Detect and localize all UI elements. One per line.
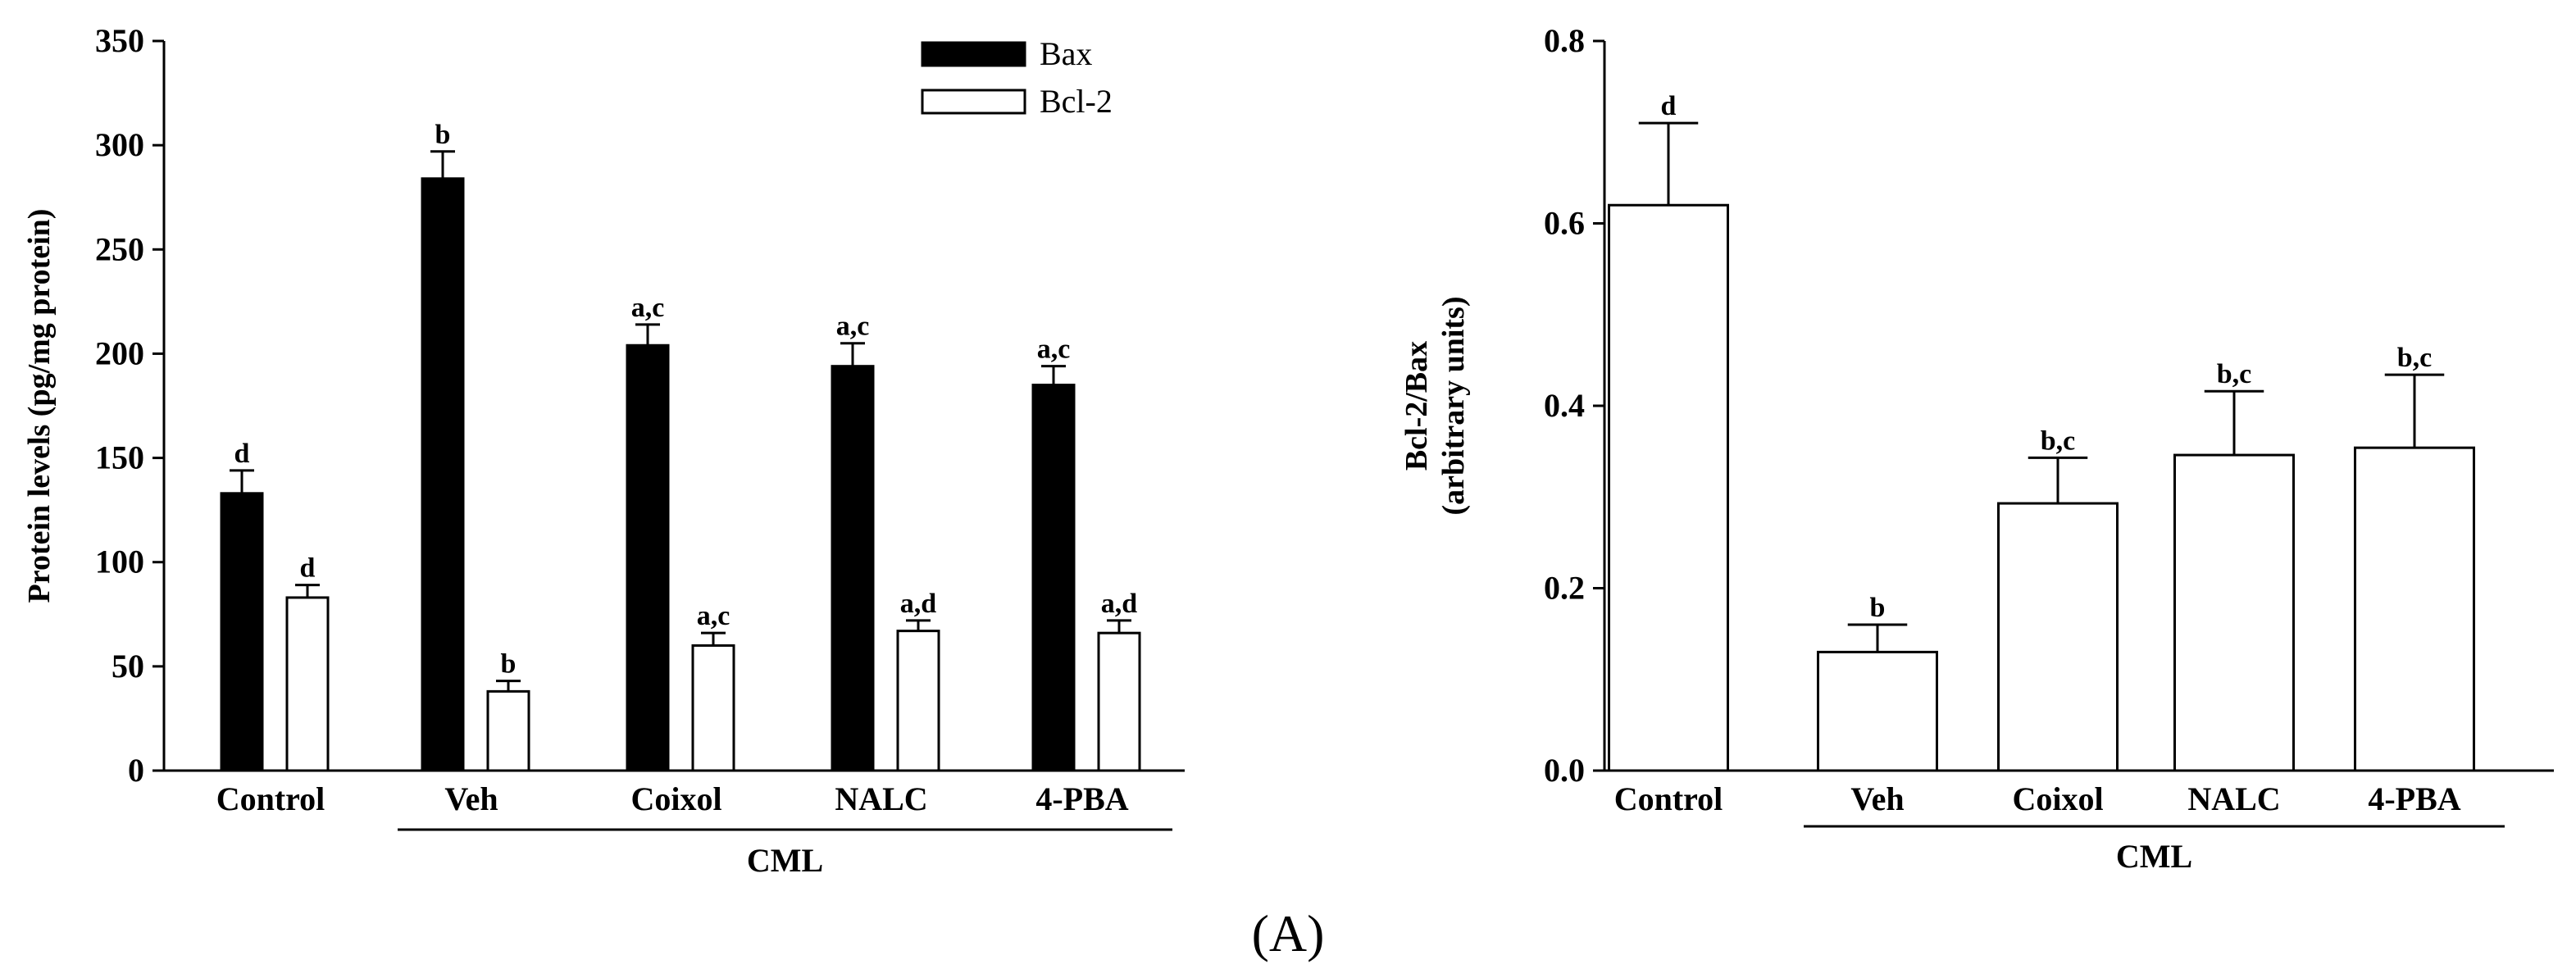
bar-bax [831, 365, 875, 772]
significance-label: a,c [697, 601, 730, 631]
bar-bcl-2 [486, 689, 530, 772]
bcl2-bax-ratio-chart: 0.0 0.2 0.4 0.6 0.8 d b b,c b,c b,c Control Veh Coix… [1400, 22, 2554, 875]
bar-bcl-2 [1097, 631, 1141, 772]
category-label: 4-PBA [2368, 780, 2460, 817]
y-tick-label: 150 [95, 439, 144, 476]
y-tick-label: 250 [95, 230, 144, 267]
legend-label: Bcl-2 [1040, 83, 1113, 120]
category-label: NALC [835, 780, 927, 817]
y-tick-label: 200 [95, 334, 144, 371]
bar-bcl-2-bax [1817, 650, 1938, 772]
significance-label: b,c [2397, 343, 2433, 373]
significance-label: b,c [2217, 359, 2252, 389]
category-label: Coixol [2012, 780, 2103, 817]
y-axis-label: Protein levels (pg/mg protein) [22, 209, 57, 603]
group-label: CML [747, 842, 823, 879]
bar-bax [626, 343, 670, 772]
y-tick-label: 0.4 [1544, 387, 1585, 424]
significance-label: a,d [1101, 589, 1138, 619]
significance-label: b [501, 649, 517, 680]
bar-bcl-2 [285, 596, 330, 772]
category-label: Control [216, 780, 325, 817]
bar-bcl-2 [691, 644, 735, 772]
y-tick-label: 0.8 [1544, 22, 1585, 59]
significance-label: d [1661, 91, 1677, 121]
significance-label: d [300, 553, 316, 584]
category-label: NALC [2187, 780, 2280, 817]
legend-swatch [921, 41, 1026, 67]
significance-label: b [1870, 593, 1886, 623]
significance-label: d [234, 439, 250, 469]
y-tick-label: 0.0 [1544, 752, 1585, 789]
bar-bax [1031, 384, 1076, 772]
y-axis-label-line: (arbitrary units) [1436, 296, 1471, 515]
bar-bcl-2-bax [1608, 203, 1729, 772]
significance-label: a,d [900, 589, 937, 619]
bar-bax [421, 177, 465, 772]
bar-bcl-2-bax [1997, 502, 2119, 772]
category-label: 4-PBA [1035, 780, 1128, 817]
legend-label: Bax [1040, 35, 1092, 72]
significance-label: a,c [631, 293, 665, 323]
panel-label: (A) [1252, 904, 1325, 962]
significance-label: b,c [2041, 425, 2076, 456]
category-label: Coixol [630, 780, 721, 817]
group-label: CML [2116, 838, 2192, 875]
legend-swatch [921, 89, 1026, 115]
y-tick-label: 0.6 [1544, 205, 1585, 242]
y-tick-label: 100 [95, 544, 144, 580]
category-label: Control [1614, 780, 1723, 817]
y-tick-label: 0 [128, 752, 144, 789]
bar-bcl-2-bax [2354, 446, 2475, 772]
significance-label: a,c [1037, 334, 1071, 365]
y-tick-label: 50 [112, 648, 144, 685]
significance-label: b [435, 120, 451, 150]
category-label: Veh [1850, 780, 1904, 817]
bar-bcl-2 [896, 630, 940, 772]
y-tick-label: 300 [95, 126, 144, 163]
y-tick-label: 350 [95, 22, 144, 59]
protein-levels-chart: 0 50 100 150 200 250 300 350 d b a,c a,c a,c d b a,c a,d… [22, 22, 1185, 879]
y-tick-label: 0.2 [1544, 570, 1585, 607]
y-axis-label-line: Bcl-2/Bax [1400, 341, 1434, 471]
significance-label: a,c [836, 312, 870, 342]
category-label: Veh [444, 780, 498, 817]
bar-bax [220, 492, 264, 772]
bar-bcl-2-bax [2173, 453, 2295, 772]
